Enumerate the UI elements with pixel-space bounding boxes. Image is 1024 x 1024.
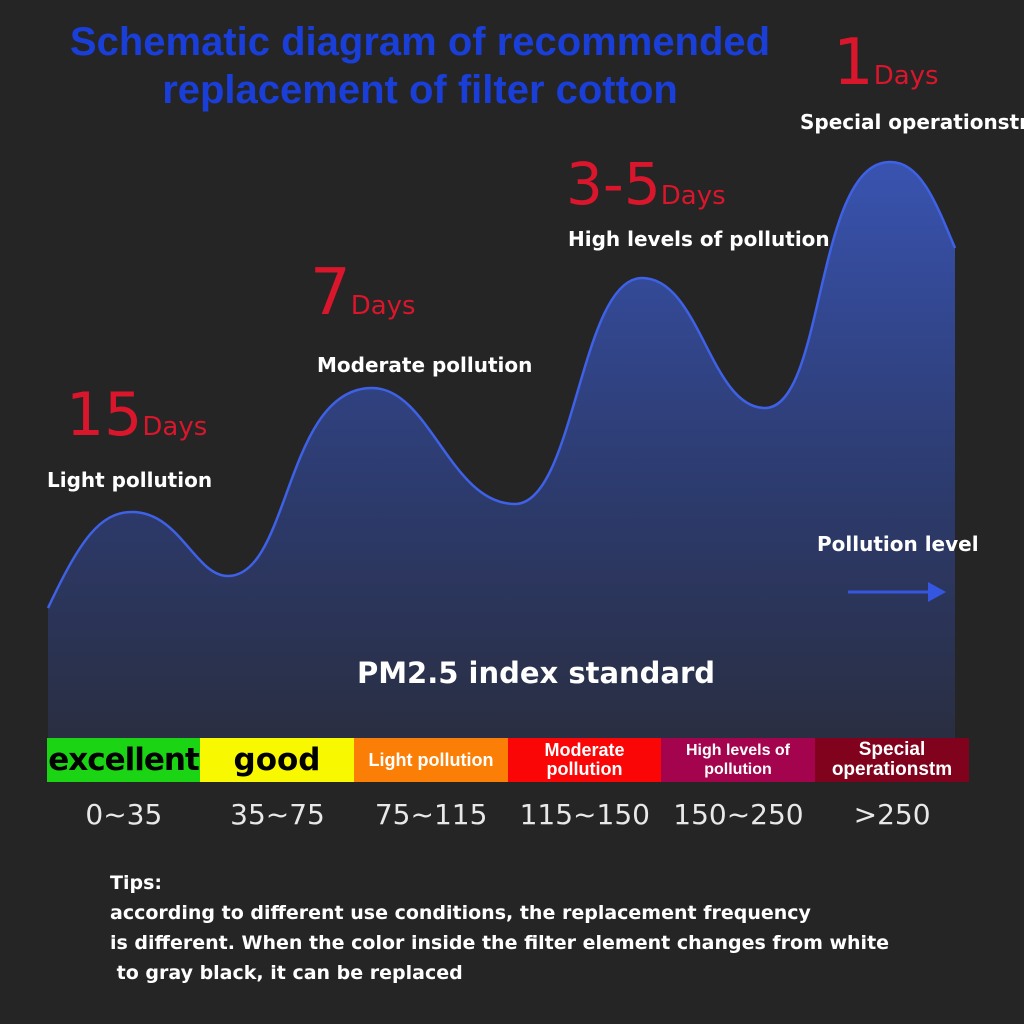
peak-days-unit: Days	[350, 291, 416, 321]
wave-area	[48, 162, 955, 740]
peak-days-value: 15	[66, 380, 143, 450]
range-special: >250	[853, 798, 931, 831]
range-light-pollution: 75~115	[374, 798, 488, 831]
range-good: 35~75	[230, 798, 325, 831]
pollution-arrow	[848, 582, 946, 602]
peak-days-3-5: 3-5Days	[566, 150, 726, 218]
tips-line: according to different use conditions, t…	[110, 902, 811, 924]
peak-days-1: 1Days	[833, 26, 939, 100]
peak-days-value: 7	[310, 256, 351, 330]
peak-days-unit: Days	[873, 61, 939, 91]
tips-line: to gray black, it can be replaced	[110, 962, 463, 984]
scale-label: Light pollution	[368, 749, 494, 770]
scale-segment-special: Special operationstm	[815, 738, 969, 782]
peak-days-value: 1	[833, 26, 874, 100]
scale-label: Special operationstm	[831, 739, 953, 780]
tips-block: Tips: according to different use conditio…	[110, 868, 889, 988]
range-moderate-pollution: 115~150	[519, 798, 650, 831]
peak-days-value: 3-5	[566, 150, 661, 218]
pm25-color-scale: excellent good Light pollution Moderate …	[47, 738, 969, 782]
wave-line	[46, 160, 957, 609]
pm25-standard-title: PM2.5 index standard	[356, 656, 716, 690]
pollution-wave-graphic	[46, 160, 957, 740]
scale-label: Moderate pollution	[544, 740, 625, 779]
peak-label-light-pollution: Light pollution	[47, 468, 213, 492]
diagram-title: Schematic diagram of recommended replace…	[69, 20, 771, 112]
range-high-pollution: 150~250	[673, 798, 804, 831]
peak-label-special: Special operationstm	[800, 110, 1024, 134]
pm25-ranges: 0~35 35~75 75~115 115~150 150~250 >250	[47, 798, 969, 831]
scale-segment-moderate-pollution: Moderate pollution	[508, 738, 661, 782]
pollution-level-label: Pollution level	[817, 532, 979, 556]
peak-days-15: 15Days	[66, 380, 207, 450]
scale-segment-light-pollution: Light pollution	[354, 738, 508, 782]
peak-days-7: 7Days	[310, 256, 416, 330]
tips-heading: Tips:	[110, 872, 162, 894]
scale-segment-excellent: excellent	[47, 738, 200, 782]
peak-days-unit: Days	[660, 181, 726, 211]
tips-line: is different. When the color inside the …	[110, 932, 890, 954]
scale-segment-good: good	[200, 738, 354, 782]
range-excellent: 0~35	[85, 798, 163, 831]
scale-label: good	[233, 742, 321, 778]
scale-label: High levels of pollution	[685, 742, 791, 778]
scale-label: excellent	[48, 742, 200, 778]
peak-label-high-pollution: High levels of pollution	[568, 227, 830, 251]
peak-label-moderate-pollution: Moderate pollution	[317, 353, 533, 377]
peak-days-unit: Days	[142, 412, 208, 442]
scale-segment-high-pollution: High levels of pollution	[661, 738, 815, 782]
